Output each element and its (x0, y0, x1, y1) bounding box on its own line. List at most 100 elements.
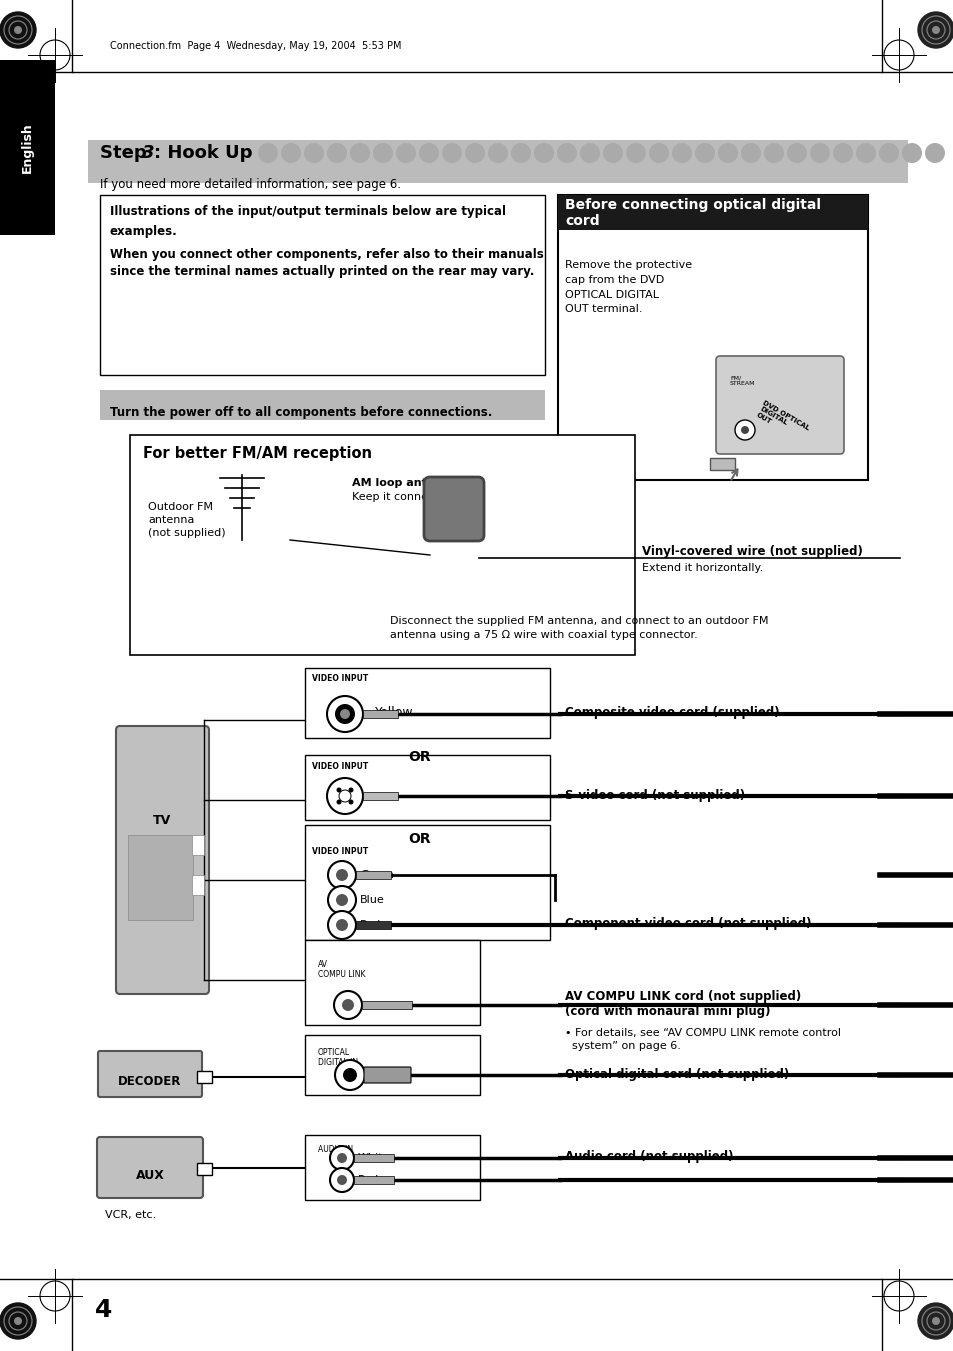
Text: Outdoor FM
antenna
(not supplied): Outdoor FM antenna (not supplied) (148, 503, 226, 539)
Circle shape (328, 861, 355, 889)
Text: Step: Step (100, 145, 152, 162)
Circle shape (14, 26, 22, 34)
Circle shape (786, 143, 806, 163)
Circle shape (339, 709, 350, 719)
Circle shape (281, 143, 301, 163)
Bar (305, 667, 550, 738)
Circle shape (343, 1069, 356, 1082)
Bar (88, 141, 907, 182)
Text: Red: Red (359, 920, 381, 929)
Bar (354, 1154, 394, 1162)
Circle shape (557, 143, 577, 163)
Text: AUDIO IN: AUDIO IN (317, 1146, 353, 1154)
Text: Optical digital cord (not supplied): Optical digital cord (not supplied) (564, 1069, 788, 1081)
Bar (355, 921, 391, 929)
Bar (558, 195, 867, 230)
Circle shape (931, 1317, 939, 1325)
Bar (100, 195, 544, 376)
Text: Green: Green (359, 870, 394, 880)
Text: Before connecting optical digital: Before connecting optical digital (564, 199, 821, 212)
Text: White: White (357, 1152, 390, 1163)
Text: AUX: AUX (135, 1169, 164, 1182)
Circle shape (511, 143, 531, 163)
Circle shape (350, 143, 370, 163)
Bar (196, 1071, 212, 1084)
Text: Audio cord (not supplied): Audio cord (not supplied) (564, 1150, 733, 1163)
Circle shape (348, 788, 354, 793)
Circle shape (334, 992, 361, 1019)
FancyBboxPatch shape (98, 1051, 202, 1097)
Text: Keep it connected.: Keep it connected. (352, 492, 456, 503)
Circle shape (832, 143, 852, 163)
Circle shape (336, 788, 341, 793)
Text: AV
COMPU LINK: AV COMPU LINK (317, 961, 365, 979)
Circle shape (328, 886, 355, 915)
Bar (355, 871, 391, 880)
FancyBboxPatch shape (116, 725, 209, 994)
Text: OR: OR (408, 750, 431, 765)
Text: Turn the power off to all components before connections.: Turn the power off to all components bef… (110, 407, 492, 419)
Text: Red: Red (357, 1175, 379, 1185)
Bar (100, 390, 544, 420)
Circle shape (14, 1317, 22, 1325)
Bar (305, 1135, 479, 1200)
Text: Extend it horizontally.: Extend it horizontally. (641, 563, 762, 573)
Circle shape (464, 143, 484, 163)
Text: If you need more detailed information, see page 6.: If you need more detailed information, s… (100, 178, 400, 190)
Text: Disconnect the supplied FM antenna, and connect to an outdoor FM: Disconnect the supplied FM antenna, and … (390, 616, 768, 626)
FancyBboxPatch shape (716, 357, 843, 454)
Circle shape (740, 426, 748, 434)
Circle shape (327, 143, 347, 163)
Circle shape (917, 12, 953, 49)
Text: Illustrations of the input/output terminals below are typical: Illustrations of the input/output termin… (110, 205, 505, 218)
Text: 3: 3 (142, 145, 154, 162)
FancyBboxPatch shape (423, 477, 483, 540)
Circle shape (395, 143, 416, 163)
Bar (361, 1001, 412, 1009)
Circle shape (534, 143, 554, 163)
Circle shape (734, 420, 754, 440)
Text: VCR, etc.: VCR, etc. (105, 1210, 156, 1220)
Circle shape (924, 143, 944, 163)
Text: (cord with monaural mini plug): (cord with monaural mini plug) (564, 1005, 770, 1019)
Text: VIDEO INPUT: VIDEO INPUT (312, 847, 368, 857)
Circle shape (488, 143, 507, 163)
Circle shape (0, 1302, 36, 1339)
Circle shape (341, 998, 354, 1011)
Bar (363, 792, 397, 800)
Circle shape (648, 143, 668, 163)
Circle shape (0, 12, 36, 49)
Circle shape (418, 143, 438, 163)
Text: Connection.fm  Page 4  Wednesday, May 19, 2004  5:53 PM: Connection.fm Page 4 Wednesday, May 19, … (110, 41, 401, 51)
Text: TV: TV (152, 813, 171, 827)
Text: • For details, see “AV COMPU LINK remote control
  system” on page 6.: • For details, see “AV COMPU LINK remote… (564, 1028, 841, 1051)
FancyBboxPatch shape (364, 1067, 411, 1084)
Text: examples.: examples. (110, 226, 177, 238)
Bar (130, 435, 635, 655)
Text: 4: 4 (95, 1298, 112, 1323)
Bar (305, 940, 479, 1025)
Circle shape (763, 143, 783, 163)
Circle shape (330, 1146, 354, 1170)
Text: : Hook Up: : Hook Up (153, 145, 253, 162)
Text: When you connect other components, refer also to their manuals: When you connect other components, refer… (110, 249, 543, 261)
Text: DVD OPTICAL
DIGITAL
OUT: DVD OPTICAL DIGITAL OUT (754, 400, 810, 443)
Circle shape (718, 143, 738, 163)
Bar (558, 195, 867, 480)
Circle shape (348, 800, 354, 804)
Circle shape (335, 869, 348, 881)
Bar (363, 711, 397, 717)
Circle shape (330, 1169, 354, 1192)
Text: Composite video cord (supplied): Composite video cord (supplied) (564, 707, 779, 719)
Text: Vinyl-covered wire (not supplied): Vinyl-covered wire (not supplied) (641, 544, 862, 558)
Text: antenna using a 75 Ω wire with coaxial type connector.: antenna using a 75 Ω wire with coaxial t… (390, 630, 697, 640)
Circle shape (602, 143, 622, 163)
Bar (192, 835, 204, 855)
Bar (305, 825, 550, 940)
Bar (305, 755, 550, 820)
Text: English: English (20, 123, 33, 173)
Text: FM/
STREAM: FM/ STREAM (729, 376, 755, 386)
Circle shape (373, 143, 393, 163)
Circle shape (901, 143, 921, 163)
Circle shape (257, 143, 277, 163)
